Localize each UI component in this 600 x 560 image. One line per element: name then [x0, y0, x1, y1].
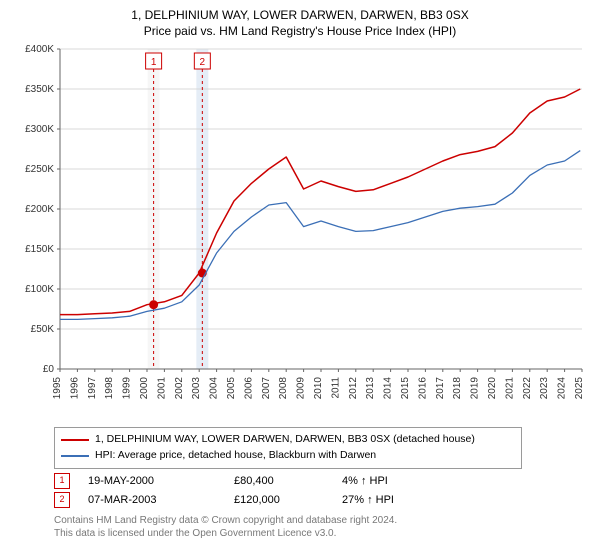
- svg-text:2020: 2020: [487, 377, 498, 400]
- event-date-2: 07-MAR-2003: [88, 494, 216, 506]
- events-table: 1 19-MAY-2000 £80,400 4% ↑ HPI 2 07-MAR-…: [54, 473, 588, 508]
- svg-text:1996: 1996: [69, 377, 80, 400]
- svg-text:2008: 2008: [278, 377, 289, 400]
- attribution: Contains HM Land Registry data © Crown c…: [54, 514, 588, 540]
- svg-text:1997: 1997: [87, 377, 98, 400]
- title-line-2: Price paid vs. HM Land Registry's House …: [12, 24, 588, 40]
- svg-text:2019: 2019: [470, 377, 481, 400]
- event-marker-1: 1: [54, 473, 70, 489]
- event-marker-2: 2: [54, 492, 70, 508]
- svg-text:2011: 2011: [330, 377, 341, 399]
- svg-text:2012: 2012: [348, 377, 359, 400]
- event-date-1: 19-MAY-2000: [88, 475, 216, 487]
- event-price-1: £80,400: [234, 475, 324, 487]
- line-chart-svg: £0 £50K £100K £150K £200K £250K £300K £350K £400…: [12, 43, 588, 421]
- svg-text:2010: 2010: [313, 377, 324, 400]
- svg-text:1999: 1999: [122, 377, 133, 400]
- svg-text:2007: 2007: [261, 377, 272, 400]
- svg-text:1: 1: [151, 57, 157, 68]
- event-diff-1: 4% ↑ HPI: [342, 475, 422, 487]
- svg-text:£300K: £300K: [25, 124, 54, 135]
- svg-text:2022: 2022: [522, 377, 533, 400]
- event-diff-2: 27% ↑ HPI: [342, 494, 422, 506]
- svg-text:2017: 2017: [435, 377, 446, 400]
- svg-text:£350K: £350K: [25, 84, 54, 95]
- legend-label-property: 1, DELPHINIUM WAY, LOWER DARWEN, DARWEN,…: [95, 432, 475, 448]
- svg-text:£50K: £50K: [31, 324, 55, 335]
- svg-text:1995: 1995: [52, 377, 63, 400]
- svg-text:£0: £0: [43, 364, 55, 375]
- svg-text:£100K: £100K: [25, 284, 54, 295]
- legend-swatch-property: [61, 439, 89, 441]
- legend-label-hpi: HPI: Average price, detached house, Blac…: [95, 448, 376, 464]
- svg-text:£250K: £250K: [25, 164, 54, 175]
- svg-text:2005: 2005: [226, 377, 237, 400]
- svg-text:2006: 2006: [243, 377, 254, 400]
- legend-item-property: 1, DELPHINIUM WAY, LOWER DARWEN, DARWEN,…: [61, 432, 515, 448]
- svg-text:£200K: £200K: [25, 204, 54, 215]
- legend-item-hpi: HPI: Average price, detached house, Blac…: [61, 448, 515, 464]
- svg-text:2015: 2015: [400, 377, 411, 400]
- svg-text:1998: 1998: [104, 377, 115, 400]
- svg-text:2001: 2001: [156, 377, 167, 400]
- svg-text:2024: 2024: [557, 377, 568, 400]
- svg-text:2003: 2003: [191, 377, 202, 400]
- svg-text:2021: 2021: [504, 377, 515, 400]
- chart-title: 1, DELPHINIUM WAY, LOWER DARWEN, DARWEN,…: [12, 8, 588, 39]
- svg-text:£400K: £400K: [25, 44, 54, 55]
- svg-text:2002: 2002: [174, 377, 185, 400]
- attribution-line-1: Contains HM Land Registry data © Crown c…: [54, 514, 588, 527]
- svg-text:2025: 2025: [574, 377, 585, 400]
- svg-text:2004: 2004: [209, 377, 220, 400]
- svg-text:2018: 2018: [452, 377, 463, 400]
- chart-area: £0 £50K £100K £150K £200K £250K £300K £350K £400…: [12, 43, 588, 421]
- svg-text:2016: 2016: [417, 377, 428, 400]
- svg-text:2023: 2023: [539, 377, 550, 400]
- title-line-1: 1, DELPHINIUM WAY, LOWER DARWEN, DARWEN,…: [12, 8, 588, 24]
- event-price-2: £120,000: [234, 494, 324, 506]
- event-row-2: 2 07-MAR-2003 £120,000 27% ↑ HPI: [54, 492, 588, 508]
- svg-text:2000: 2000: [139, 377, 150, 400]
- svg-text:2014: 2014: [383, 377, 394, 400]
- svg-text:2009: 2009: [296, 377, 307, 400]
- svg-text:£150K: £150K: [25, 244, 54, 255]
- attribution-line-2: This data is licensed under the Open Gov…: [54, 527, 588, 540]
- legend-swatch-hpi: [61, 455, 89, 457]
- root: 1, DELPHINIUM WAY, LOWER DARWEN, DARWEN,…: [0, 0, 600, 560]
- legend: 1, DELPHINIUM WAY, LOWER DARWEN, DARWEN,…: [54, 427, 522, 469]
- svg-text:2013: 2013: [365, 377, 376, 400]
- svg-text:2: 2: [200, 57, 206, 68]
- event-row-1: 1 19-MAY-2000 £80,400 4% ↑ HPI: [54, 473, 588, 489]
